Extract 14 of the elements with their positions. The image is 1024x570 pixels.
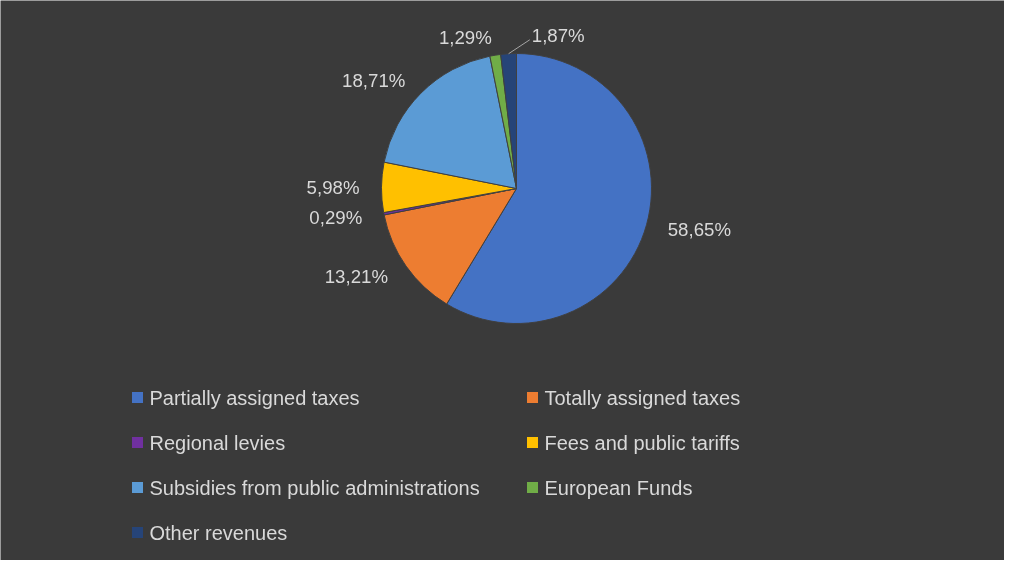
data-label: 5,98% xyxy=(306,176,360,198)
legend-label: Other revenues xyxy=(149,521,288,544)
data-label: 1,29% xyxy=(438,26,492,48)
legend-label: Subsidies from public administrations xyxy=(149,476,480,499)
data-label: 0,29% xyxy=(309,206,363,228)
legend-label: Regional levies xyxy=(149,431,286,454)
data-label: 18,71% xyxy=(342,69,406,91)
legend-label: Partially assigned taxes xyxy=(149,386,360,409)
data-label: 1,87% xyxy=(531,25,585,47)
data-label: 58,65% xyxy=(667,219,732,241)
legend-label: Totally assigned taxes xyxy=(544,386,741,409)
legend-label: Fees and public tariffs xyxy=(544,431,740,454)
legend-label: European Funds xyxy=(544,476,693,499)
data-label: 13,21% xyxy=(324,265,389,287)
